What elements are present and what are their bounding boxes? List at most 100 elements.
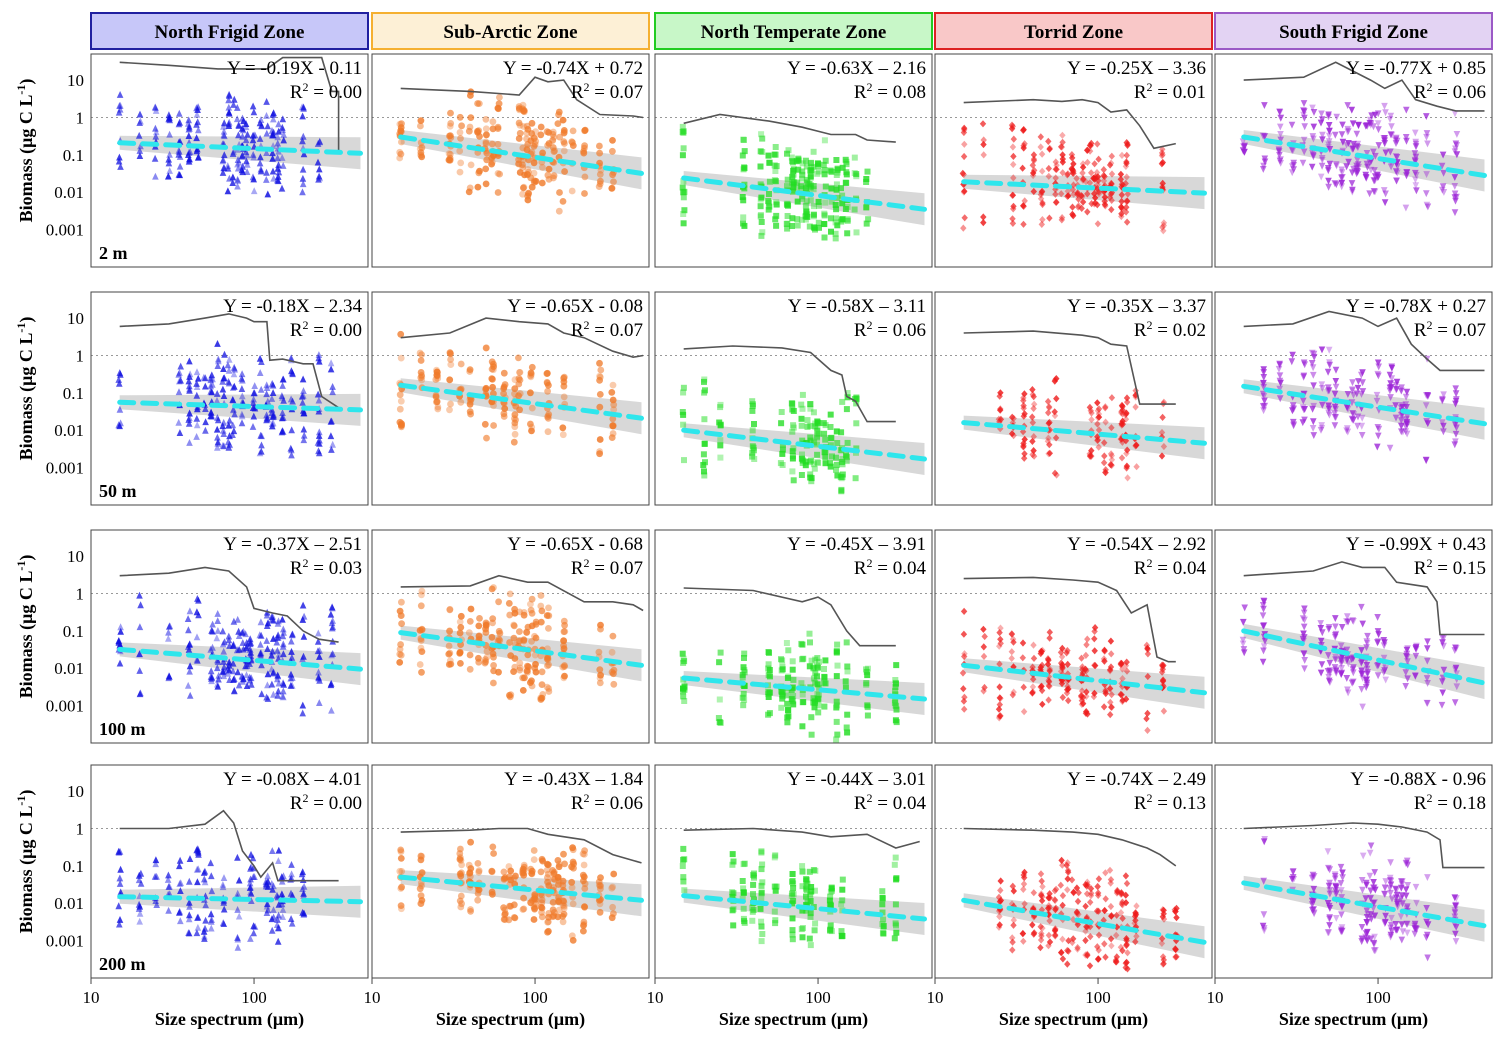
data-point <box>299 174 307 182</box>
data-point <box>680 178 687 185</box>
data-point <box>1370 148 1377 156</box>
data-point <box>820 161 827 168</box>
data-point <box>176 377 183 385</box>
data-point <box>1075 889 1082 897</box>
data-point <box>300 431 308 439</box>
data-point <box>1353 143 1361 150</box>
data-point <box>528 423 536 431</box>
data-point <box>258 441 265 449</box>
data-point <box>445 642 453 650</box>
data-point <box>476 615 483 622</box>
data-point <box>135 131 143 139</box>
data-point <box>418 648 426 655</box>
data-point <box>789 223 795 229</box>
data-point <box>234 156 242 163</box>
data-point <box>1326 659 1334 667</box>
data-point <box>815 219 822 226</box>
data-point <box>1030 654 1038 662</box>
data-point <box>1350 669 1357 677</box>
regression-equation: Y = -0.58X – 3.11 <box>788 296 926 317</box>
data-point <box>1160 960 1167 968</box>
data-point <box>1276 151 1283 159</box>
data-point <box>1091 627 1098 635</box>
data-point <box>186 409 193 417</box>
data-point <box>1452 664 1460 672</box>
data-point <box>268 380 276 387</box>
data-point <box>1332 615 1339 622</box>
data-point <box>1030 156 1038 165</box>
data-point <box>596 373 604 381</box>
data-point <box>225 96 232 104</box>
data-point <box>520 184 527 192</box>
data-point <box>812 920 819 927</box>
zone-header-box <box>1214 12 1493 50</box>
data-point <box>680 145 687 152</box>
data-point <box>579 871 587 879</box>
data-point <box>609 415 617 423</box>
data-point <box>488 888 496 896</box>
data-point <box>398 598 405 606</box>
data-point <box>1122 179 1129 188</box>
data-point <box>1107 450 1115 458</box>
data-point <box>177 362 184 370</box>
data-point <box>1364 669 1371 676</box>
data-point <box>784 692 791 699</box>
data-point <box>532 660 539 668</box>
data-point <box>1101 197 1108 205</box>
r-squared-value: = 0.06 <box>873 320 926 341</box>
data-point <box>893 706 900 713</box>
data-point <box>1117 909 1125 917</box>
data-point <box>751 421 757 427</box>
data-point <box>789 159 796 166</box>
data-point <box>1451 441 1459 449</box>
data-point <box>300 132 307 140</box>
envelope-line <box>963 330 1176 405</box>
data-point <box>1010 902 1017 910</box>
data-point <box>1094 943 1101 951</box>
data-point <box>1344 102 1351 109</box>
data-point <box>483 647 491 655</box>
data-point <box>194 914 201 921</box>
y-tick-label: 10 <box>67 547 84 566</box>
data-point <box>1095 405 1103 413</box>
data-point <box>1397 913 1405 921</box>
data-point <box>1064 960 1071 968</box>
data-point <box>701 472 708 479</box>
data-point <box>1440 391 1447 399</box>
data-point <box>530 847 538 854</box>
data-point <box>803 907 810 914</box>
data-point <box>1451 894 1459 902</box>
data-point <box>467 865 475 872</box>
regression-line <box>681 175 927 212</box>
data-point <box>550 148 558 156</box>
data-point <box>238 370 246 378</box>
data-point <box>1239 640 1247 648</box>
data-point <box>980 136 987 144</box>
data-point <box>531 891 539 898</box>
data-point <box>750 881 757 888</box>
data-point <box>834 440 841 446</box>
data-point <box>596 666 604 673</box>
data-point <box>275 120 282 128</box>
data-point <box>1123 394 1131 402</box>
data-point <box>1045 682 1052 690</box>
data-point <box>1064 171 1071 179</box>
data-point <box>779 446 786 453</box>
data-point <box>834 222 841 229</box>
data-point <box>1159 953 1167 961</box>
data-point <box>996 683 1003 691</box>
data-point <box>220 920 228 927</box>
data-point <box>1119 420 1126 428</box>
data-point <box>568 932 576 940</box>
data-point <box>833 698 840 705</box>
data-point <box>152 172 159 180</box>
data-point <box>1370 879 1377 886</box>
data-point <box>1332 890 1340 898</box>
data-point <box>288 653 296 661</box>
data-point <box>1101 906 1108 915</box>
envelope-line <box>1243 61 1485 112</box>
y-tick-label: 10 <box>67 71 84 90</box>
data-point <box>741 650 748 657</box>
data-point <box>807 942 814 949</box>
y-tick-label: 1 <box>76 820 85 839</box>
